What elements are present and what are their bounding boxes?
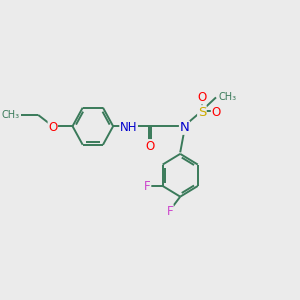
Text: F: F bbox=[144, 180, 151, 194]
Text: O: O bbox=[197, 91, 206, 104]
Text: F: F bbox=[167, 205, 173, 218]
Text: O: O bbox=[145, 140, 154, 153]
Text: O: O bbox=[48, 121, 57, 134]
Text: N: N bbox=[180, 121, 189, 134]
Text: CH₃: CH₃ bbox=[2, 110, 20, 120]
Text: S: S bbox=[198, 106, 206, 119]
Text: CH₃: CH₃ bbox=[219, 92, 237, 102]
Text: O: O bbox=[212, 106, 220, 119]
Text: NH: NH bbox=[120, 121, 137, 134]
